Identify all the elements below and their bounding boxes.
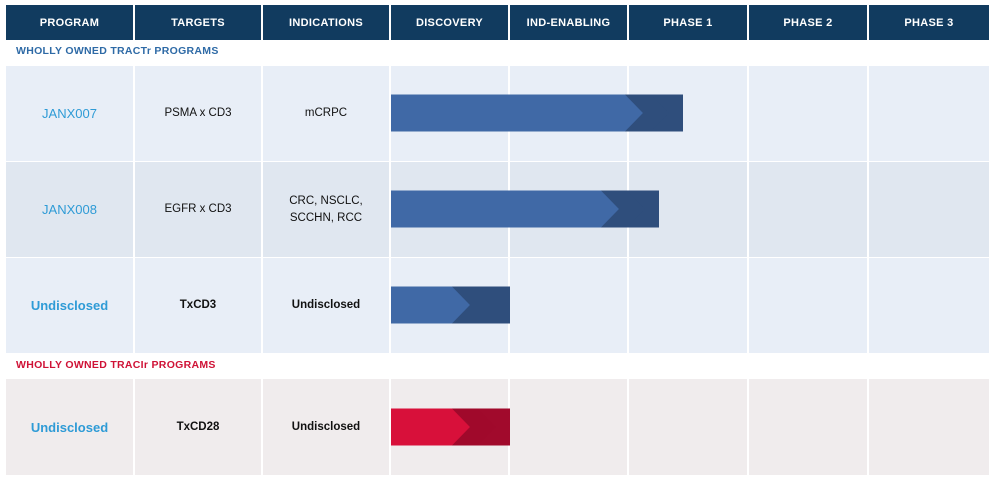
program-name[interactable]: JANX007	[42, 106, 97, 121]
indication-text: mCRPC	[304, 107, 348, 119]
header-phase-1: PHASE 1	[629, 5, 747, 40]
indication-text: Undisclosed	[291, 420, 361, 433]
column-divider	[867, 66, 869, 353]
indication-text: CRC, NSCLC, SCCHN, RCC	[289, 194, 363, 224]
program-name[interactable]: Undisclosed	[30, 298, 109, 313]
program-name[interactable]: JANX008	[42, 202, 97, 217]
column-divider	[389, 379, 391, 475]
column-divider	[867, 379, 869, 475]
header-phase-2: PHASE 2	[749, 5, 867, 40]
column-divider	[747, 66, 749, 353]
column-divider	[747, 379, 749, 475]
pipeline-bar-chevron	[452, 286, 496, 324]
target-text: TxCD3	[179, 299, 217, 311]
target-text: PSMA x CD3	[164, 107, 232, 119]
column-divider	[261, 379, 263, 475]
section-label-tractr: WHOLLY OWNED TRACTr PROGRAMS	[16, 45, 219, 57]
section-label-tracir: WHOLLY OWNED TRACIr PROGRAMS	[16, 359, 216, 371]
pipeline-bar-chevron	[601, 190, 645, 228]
column-divider	[133, 66, 135, 353]
target-text: TxCD28	[176, 420, 220, 433]
pipeline-bar-chevron	[452, 408, 496, 446]
column-divider	[261, 66, 263, 353]
target-text: EGFR x CD3	[164, 203, 232, 215]
column-divider	[627, 379, 629, 475]
header-discovery: DISCOVERY	[391, 5, 508, 40]
header-program: PROGRAM	[6, 5, 133, 40]
column-divider	[133, 379, 135, 475]
pipeline-bar-chevron	[625, 94, 669, 132]
header-indications: INDICATIONS	[263, 5, 389, 40]
header-phase-3: PHASE 3	[869, 5, 989, 40]
header-targets: TARGETS	[135, 5, 261, 40]
column-divider	[389, 66, 391, 353]
program-name[interactable]: Undisclosed	[30, 419, 109, 435]
header-ind-enabling: IND-ENABLING	[510, 5, 627, 40]
indication-text: Undisclosed	[291, 299, 361, 311]
